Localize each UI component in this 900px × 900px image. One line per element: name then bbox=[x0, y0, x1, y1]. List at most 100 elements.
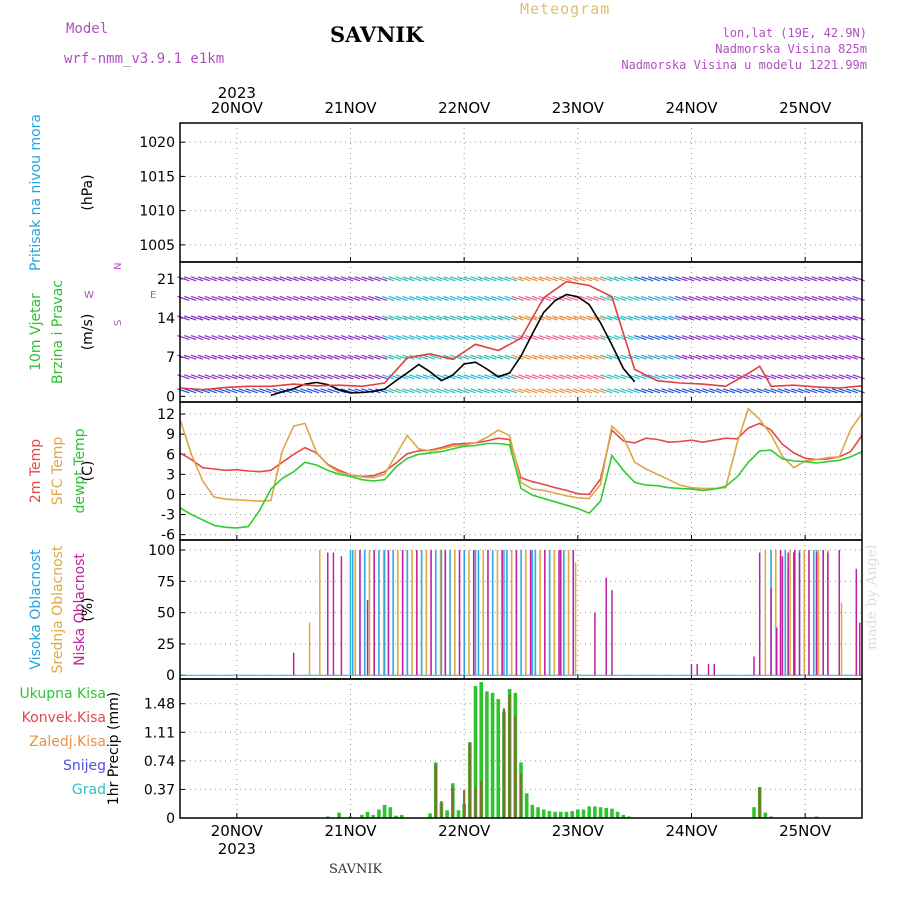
wind-barb bbox=[402, 335, 415, 341]
wind-barb bbox=[490, 354, 504, 360]
wind-barb bbox=[791, 276, 804, 282]
wind-barb bbox=[647, 315, 661, 321]
wind-barb bbox=[306, 354, 320, 360]
wind-barb bbox=[818, 335, 831, 341]
precip-bar-ukupna-kisa bbox=[490, 692, 495, 818]
wind-barb bbox=[531, 388, 545, 394]
panel-frame bbox=[179, 122, 863, 263]
panel-label: Pritisak na nivou mora bbox=[28, 114, 44, 271]
precip-bar-ukupna-kisa bbox=[576, 809, 580, 818]
wind-barb bbox=[224, 335, 238, 341]
wind-barb bbox=[327, 276, 340, 282]
wind-barb bbox=[197, 295, 211, 301]
wind-barb bbox=[265, 276, 279, 282]
wind-barb bbox=[763, 315, 777, 321]
wind-barb bbox=[245, 295, 258, 301]
wind-barb bbox=[245, 388, 258, 394]
wind-barb bbox=[763, 388, 777, 394]
precip-bar-ukupna-kisa bbox=[558, 811, 563, 818]
precip-bar-ukupna-kisa bbox=[587, 806, 591, 818]
wind-barb bbox=[634, 388, 647, 394]
wind-barb bbox=[490, 295, 504, 301]
wind-barb bbox=[668, 335, 681, 341]
footer-station: SAVNIK bbox=[329, 862, 383, 877]
wind-barb bbox=[763, 335, 777, 341]
wind-barb bbox=[231, 374, 245, 380]
panel-frame bbox=[179, 678, 863, 819]
wind-barb bbox=[450, 295, 463, 301]
wind-barb bbox=[238, 374, 251, 380]
wind-barb bbox=[545, 388, 558, 394]
wind-barb bbox=[743, 335, 756, 341]
wind-barb bbox=[320, 276, 333, 282]
wind-barb bbox=[375, 388, 388, 394]
wind-barb bbox=[750, 374, 763, 380]
wind-barb bbox=[511, 315, 524, 321]
wind-barb bbox=[736, 388, 749, 394]
wind-barb bbox=[770, 276, 783, 282]
wind-barb bbox=[565, 276, 579, 282]
wind-barb bbox=[613, 354, 627, 360]
wind-barb bbox=[286, 354, 299, 360]
wind-barb bbox=[197, 354, 211, 360]
wind-barb bbox=[368, 354, 381, 360]
wind-barb bbox=[552, 354, 565, 360]
wind-barb bbox=[218, 295, 231, 301]
wind-barb bbox=[511, 295, 524, 301]
wind-barb bbox=[429, 295, 442, 301]
wind-barb bbox=[545, 315, 558, 321]
wind-barb bbox=[811, 374, 824, 380]
model-label: Model bbox=[66, 21, 109, 37]
wind-barb bbox=[340, 335, 354, 341]
wind-barb bbox=[818, 276, 831, 282]
wind-barb bbox=[845, 374, 858, 380]
wind-barb bbox=[675, 335, 688, 341]
series-line-2m-temp bbox=[179, 422, 863, 496]
wind-barb bbox=[279, 335, 292, 341]
wind-barb bbox=[238, 335, 251, 341]
wind-barb bbox=[647, 335, 661, 341]
wind-barb bbox=[340, 388, 354, 394]
wind-barb bbox=[784, 335, 797, 341]
wind-barb bbox=[204, 374, 217, 380]
bottom-date-label: 23NOV bbox=[552, 822, 605, 840]
wind-barb bbox=[184, 354, 197, 360]
wind-barb bbox=[334, 374, 347, 380]
wind-barb bbox=[565, 295, 579, 301]
wind-barb bbox=[184, 388, 197, 394]
wind-barb bbox=[245, 374, 258, 380]
wind-barb bbox=[750, 276, 763, 282]
wind-barb bbox=[320, 374, 333, 380]
wind-barb bbox=[395, 388, 408, 394]
wind-barb bbox=[334, 335, 347, 341]
wind-barb bbox=[402, 295, 415, 301]
wind-barb bbox=[729, 295, 743, 301]
wind-barb bbox=[279, 354, 292, 360]
wind-barb bbox=[750, 354, 763, 360]
wind-barb bbox=[572, 354, 586, 360]
wind-barb bbox=[395, 295, 408, 301]
wind-barb bbox=[197, 374, 211, 380]
wind-barb bbox=[797, 335, 811, 341]
wind-barb bbox=[306, 388, 320, 394]
wind-barb bbox=[272, 315, 286, 321]
wind-barb bbox=[831, 315, 845, 321]
wind-barb bbox=[436, 335, 449, 341]
wind-barb bbox=[340, 354, 354, 360]
wind-barb bbox=[293, 374, 306, 380]
wind-barb bbox=[613, 388, 627, 394]
wind-barb bbox=[688, 335, 702, 341]
bottom-date-label: 25NOV bbox=[779, 822, 832, 840]
precip-bar-konvek-kisa bbox=[514, 716, 517, 818]
wind-barb bbox=[743, 354, 756, 360]
wind-barb bbox=[579, 388, 592, 394]
wind-barb bbox=[845, 388, 858, 394]
precip-bar-konvek-kisa bbox=[434, 763, 437, 818]
wind-barb bbox=[388, 276, 402, 282]
wind-barb bbox=[709, 295, 722, 301]
y-tick-label: 21 bbox=[157, 272, 175, 288]
wind-barb bbox=[681, 354, 695, 360]
wind-barb bbox=[640, 295, 654, 301]
wind-barb bbox=[245, 335, 258, 341]
wind-barb bbox=[736, 315, 749, 321]
